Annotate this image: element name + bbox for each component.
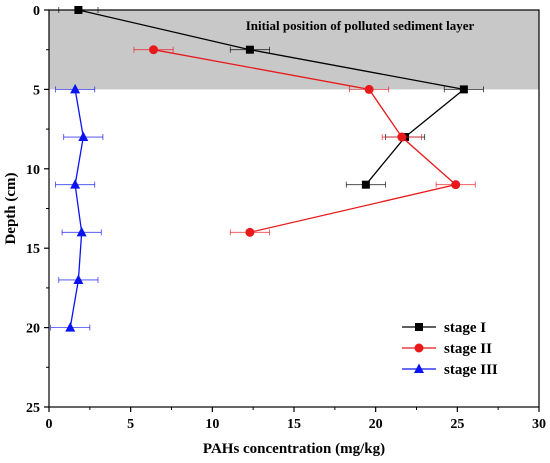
legend: stage I stage II stage III (402, 320, 498, 378)
legend-label: stage III (444, 362, 498, 378)
y-tick-label: 0 (33, 4, 40, 19)
axes: 0 5 10 15 20 25 30 0 5 10 15 20 25 (26, 4, 546, 432)
legend-marker (414, 343, 424, 353)
data-point (73, 274, 84, 284)
data-point (65, 322, 76, 332)
x-tick-label: 5 (127, 417, 134, 432)
y-tick-label: 15 (26, 242, 40, 257)
series-stage-iii (50, 83, 104, 332)
data-point (245, 227, 255, 237)
data-point (361, 180, 370, 189)
x-tick-label: 20 (369, 417, 383, 432)
legend-item: stage III (402, 362, 498, 378)
data-point (70, 179, 81, 189)
legend-label: stage I (444, 320, 486, 336)
legend-marker (415, 323, 423, 331)
data-point (245, 45, 254, 54)
data-point (397, 132, 407, 142)
y-tick-label: 25 (26, 401, 40, 416)
data-point (149, 45, 159, 55)
x-tick-label: 30 (532, 417, 546, 432)
series-stage-ii (133, 45, 476, 237)
data-point (78, 131, 89, 142)
x-tick-label: 10 (205, 417, 219, 432)
data-point (459, 85, 468, 94)
legend-marker (414, 363, 424, 373)
data-point (451, 180, 461, 190)
data-point (364, 84, 374, 94)
data-point (76, 226, 87, 237)
y-tick-label: 20 (26, 322, 40, 337)
data-point (70, 83, 81, 94)
y-tick-label: 5 (33, 83, 40, 98)
x-tick-label: 0 (46, 417, 53, 432)
y-tick-label: 10 (26, 163, 40, 178)
data-point (74, 6, 83, 14)
series-line (69, 89, 84, 328)
y-axis-title: Depth (cm) (3, 172, 19, 244)
x-axis-title: PAHs concentration (mg/kg) (203, 441, 385, 457)
polluted-layer-annotation: Initial position of polluted sediment la… (246, 18, 475, 33)
legend-label: stage II (444, 341, 492, 357)
series-layer (50, 6, 484, 332)
x-tick-label: 25 (450, 417, 464, 432)
x-tick-label: 15 (287, 417, 301, 432)
legend-item: stage II (402, 341, 492, 357)
legend-item: stage I (402, 320, 486, 336)
